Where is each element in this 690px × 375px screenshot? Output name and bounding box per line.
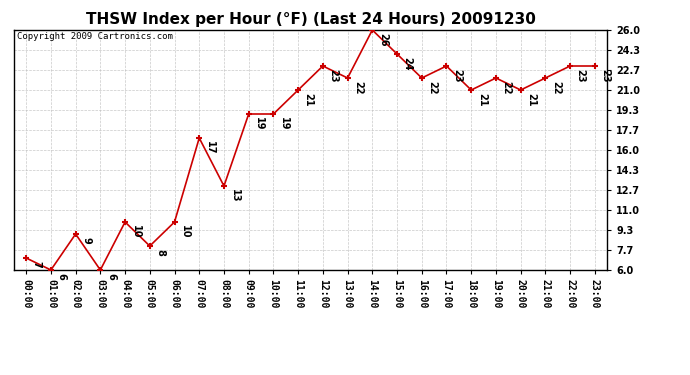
Text: 19: 19: [254, 117, 264, 130]
Text: 10: 10: [130, 225, 141, 238]
Text: 23: 23: [600, 69, 611, 82]
Text: 21: 21: [477, 93, 486, 106]
Text: 17: 17: [205, 141, 215, 154]
Text: 19: 19: [279, 117, 289, 130]
Text: 26: 26: [378, 33, 388, 46]
Text: 22: 22: [427, 81, 437, 94]
Text: 6: 6: [57, 273, 66, 279]
Title: THSW Index per Hour (°F) (Last 24 Hours) 20091230: THSW Index per Hour (°F) (Last 24 Hours)…: [86, 12, 535, 27]
Text: 22: 22: [502, 81, 511, 94]
Text: 21: 21: [304, 93, 314, 106]
Text: 22: 22: [353, 81, 363, 94]
Text: 23: 23: [328, 69, 338, 82]
Text: 13: 13: [230, 189, 239, 202]
Text: 10: 10: [180, 225, 190, 238]
Text: 9: 9: [81, 237, 91, 243]
Text: 8: 8: [155, 249, 166, 256]
Text: Copyright 2009 Cartronics.com: Copyright 2009 Cartronics.com: [17, 32, 172, 41]
Text: 6: 6: [106, 273, 116, 279]
Text: 23: 23: [452, 69, 462, 82]
Text: 7: 7: [32, 261, 41, 267]
Text: 23: 23: [575, 69, 586, 82]
Text: 22: 22: [551, 81, 561, 94]
Text: 21: 21: [526, 93, 536, 106]
Text: 24: 24: [402, 57, 413, 70]
